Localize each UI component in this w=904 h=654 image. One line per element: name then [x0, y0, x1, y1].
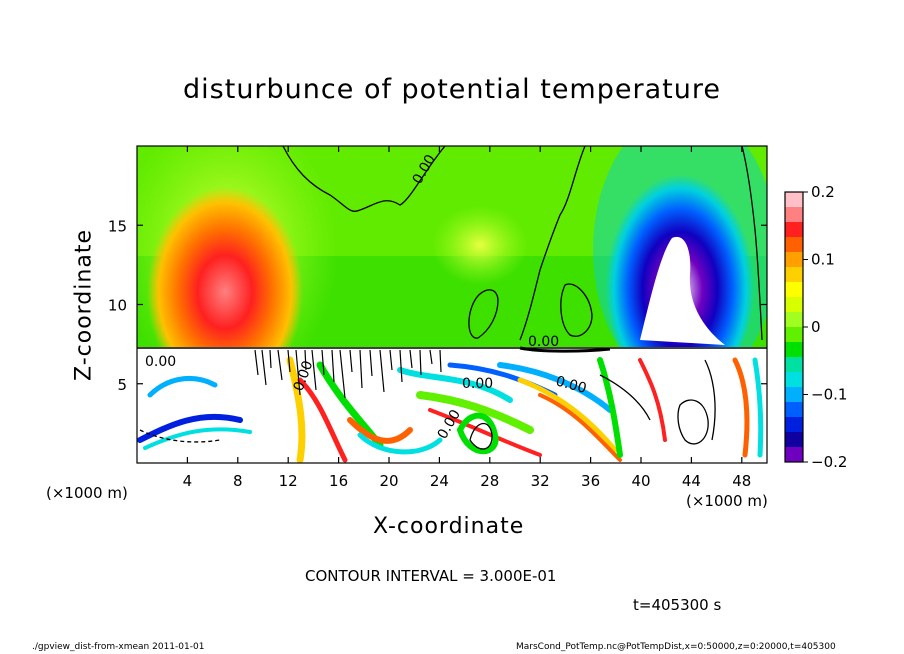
x-tick-label: 44: [682, 472, 701, 490]
colorbar-segment: [785, 417, 803, 433]
x-tick-label: 40: [631, 472, 650, 490]
footer-left-text: ./gpview_dist-from-xmean 2011-01-01: [32, 642, 205, 652]
y-axis-label: Z-coordinate: [71, 229, 97, 381]
x-tick-label: 48: [732, 472, 751, 490]
colorbar-segment: [785, 237, 803, 253]
colorbar-tick-label: 0.1: [811, 251, 835, 269]
contour-label: 0.00: [528, 334, 559, 350]
colorbar-tick-label: −0.2: [811, 453, 847, 471]
lower-layer-streaks: [137, 356, 764, 463]
colorbar-segment: [785, 297, 803, 313]
dense-contours-band: [254, 349, 442, 399]
colorbar-segment: [785, 192, 803, 208]
x-tick-label: 28: [480, 472, 499, 490]
colorbar: 0.2 0.1 0 −0.1 −0.2: [784, 183, 847, 471]
x-tick-label: 32: [531, 472, 550, 490]
plot-area: [137, 146, 767, 463]
contour-label: 0.00: [462, 376, 493, 392]
colorbar-segment: [785, 357, 803, 373]
colorbar-segment: [785, 372, 803, 388]
colorbar-segment: [785, 207, 803, 223]
chart-title: disturbunce of potential temperature: [183, 74, 721, 105]
cold-core-white: [640, 236, 725, 345]
x-axis-unit-right: (×1000 m): [686, 492, 768, 510]
x-tick-label: 12: [279, 472, 298, 490]
colorbar-segment: [785, 387, 803, 403]
colorbar-tick-label: 0: [811, 318, 821, 336]
colorbar-segment: [785, 432, 803, 448]
colorbar-segment: [785, 282, 803, 298]
colorbar-tick-label: 0.2: [811, 183, 835, 201]
x-tick-label: 20: [379, 472, 398, 490]
contour-label: 0.00: [145, 354, 176, 370]
contour-interval-label: CONTOUR INTERVAL = 3.000E-01: [305, 567, 557, 585]
x-tick-label: 4: [183, 472, 193, 490]
colorbar-segment: [785, 342, 803, 358]
y-tick-label: 10: [108, 297, 127, 315]
colorbar-segment: [785, 222, 803, 238]
colorbar-segment: [785, 402, 803, 418]
colorbar-segment: [785, 447, 803, 463]
y-axis-ticks: 5 10 15: [108, 217, 767, 394]
contour-lines: [137, 146, 767, 450]
colorbar-segment: [785, 312, 803, 328]
y-tick-label: 15: [108, 217, 127, 235]
x-axis-ticks: 4 8 12 16 20 24 28 32 36 40 44 48: [183, 146, 751, 490]
time-label: t=405300 s: [633, 596, 722, 614]
colorbar-segment: [785, 252, 803, 268]
colorbar-segment: [785, 327, 803, 343]
x-axis-label: X-coordinate: [373, 514, 525, 539]
contour-label: 0.00: [554, 373, 588, 397]
x-tick-label: 36: [581, 472, 600, 490]
x-tick-label: 16: [329, 472, 348, 490]
x-tick-label: 24: [430, 472, 449, 490]
footer-right-text: MarsCond_PotTemp.nc@PotTempDist,x=0:5000…: [516, 642, 836, 652]
warm-patch-mid: [432, 205, 528, 285]
colorbar-tick-label: −0.1: [811, 386, 847, 404]
x-tick-label: 8: [233, 472, 243, 490]
colorbar-segment: [785, 267, 803, 283]
warm-anomaly: [147, 187, 303, 397]
x-axis-unit-left: (×1000 m): [46, 484, 128, 502]
y-tick-label: 5: [117, 376, 127, 394]
